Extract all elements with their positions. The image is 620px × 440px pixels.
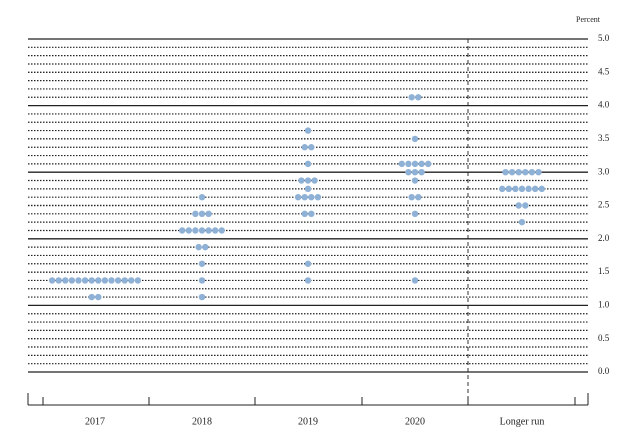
dot xyxy=(304,127,312,134)
dot xyxy=(304,277,312,284)
dot xyxy=(212,227,219,234)
y-tick-label: 3.5 xyxy=(598,133,610,143)
dot xyxy=(301,210,308,218)
x-tick-label: 2020 xyxy=(405,416,425,427)
dot xyxy=(192,210,199,218)
dot xyxy=(411,135,419,143)
dot xyxy=(68,277,76,284)
dot xyxy=(192,227,199,234)
x-tick-label: 2017 xyxy=(85,416,105,427)
x-tick-label: 2018 xyxy=(192,416,212,427)
dot xyxy=(499,185,506,193)
dot xyxy=(308,144,315,151)
y-tick-label: 0.5 xyxy=(598,333,610,343)
dot xyxy=(411,160,419,168)
dot xyxy=(314,193,322,201)
dot xyxy=(218,227,225,234)
dot xyxy=(294,193,302,201)
y-tick-label: 1.0 xyxy=(598,299,610,309)
dot xyxy=(418,160,425,168)
dot xyxy=(411,277,419,284)
dot xyxy=(108,277,115,284)
y-tick-label: 3.0 xyxy=(598,166,610,176)
dot xyxy=(522,169,529,176)
dot xyxy=(179,227,186,234)
dot xyxy=(525,185,532,193)
dot xyxy=(48,277,56,284)
dot xyxy=(408,193,415,201)
dot xyxy=(298,177,305,184)
dot xyxy=(198,193,206,201)
dot xyxy=(408,94,415,101)
x-tick-label: 2019 xyxy=(298,416,318,427)
dot xyxy=(128,277,135,284)
dot xyxy=(418,169,425,176)
dot xyxy=(304,177,312,184)
dot xyxy=(198,293,206,301)
y-tick-label: 4.0 xyxy=(598,100,610,110)
dot xyxy=(301,193,308,201)
dot xyxy=(528,169,536,176)
y-axis-label: Percent xyxy=(576,15,601,24)
dot xyxy=(505,185,512,193)
dot xyxy=(535,169,542,176)
dot xyxy=(121,277,128,284)
dot xyxy=(101,277,109,284)
dot xyxy=(205,227,212,234)
dot xyxy=(114,277,122,284)
dot xyxy=(95,293,102,301)
dot xyxy=(311,177,318,184)
dot xyxy=(405,169,412,176)
y-tick-label: 5.0 xyxy=(598,33,610,43)
dot xyxy=(518,218,526,226)
dot xyxy=(55,277,62,284)
dot xyxy=(538,185,545,193)
dot xyxy=(304,260,312,267)
dot xyxy=(308,210,315,218)
dot xyxy=(62,277,69,284)
dot xyxy=(415,193,422,201)
dot xyxy=(198,227,206,234)
dot xyxy=(185,227,192,234)
dot xyxy=(512,185,519,193)
dot xyxy=(304,160,312,168)
dot xyxy=(508,169,516,176)
dot xyxy=(515,169,522,176)
dot xyxy=(398,160,405,168)
y-tick-label: 2.0 xyxy=(598,233,610,243)
dot xyxy=(411,169,419,176)
x-tick-label: Longer run xyxy=(500,416,545,427)
dot xyxy=(425,160,432,168)
dot xyxy=(308,193,315,201)
dot xyxy=(202,243,209,251)
dot xyxy=(518,185,526,193)
dot xyxy=(198,210,206,218)
dot xyxy=(75,277,82,284)
y-tick-label: 0.0 xyxy=(598,366,610,376)
dot xyxy=(532,185,539,193)
dot xyxy=(88,277,95,284)
dot xyxy=(195,243,202,251)
dot xyxy=(411,210,419,218)
dot xyxy=(205,210,212,218)
dot xyxy=(304,185,312,193)
dot xyxy=(515,202,522,209)
dot xyxy=(134,277,142,284)
dot xyxy=(411,177,419,184)
dot xyxy=(301,144,308,151)
dot xyxy=(88,293,95,301)
dot xyxy=(95,277,102,284)
y-tick-label: 4.5 xyxy=(598,66,610,76)
dot xyxy=(198,277,206,284)
y-tick-label: 2.5 xyxy=(598,200,610,210)
dot xyxy=(405,160,412,168)
dot xyxy=(522,202,529,209)
dot xyxy=(81,277,89,284)
dot xyxy=(415,94,422,101)
dot xyxy=(502,169,509,176)
dot xyxy=(198,260,206,267)
y-tick-label: 1.5 xyxy=(598,266,610,276)
